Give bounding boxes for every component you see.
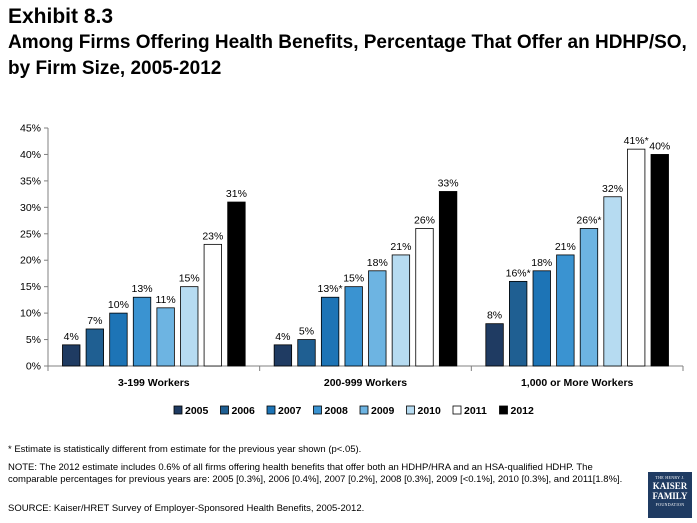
bar-chart: 0%5%10%15%20%25%30%35%40%45%4%7%10%13%11…: [20, 123, 684, 417]
bar-value-label: 11%: [156, 294, 176, 306]
asterisk-footnote: * Estimate is statistically different fr…: [8, 444, 362, 455]
bar-2005: [273, 344, 293, 367]
bar-2011: [203, 243, 222, 367]
legend-label: 2010: [418, 405, 442, 417]
bar-value-label: 7%: [87, 315, 102, 327]
bar-2008: [556, 254, 575, 367]
bar-2005: [485, 323, 504, 367]
source-footnote: SOURCE: Kaiser/HRET Survey of Employer-S…: [8, 503, 365, 514]
bar-2011: [627, 148, 646, 367]
legend-label: 2007: [278, 405, 302, 417]
kaiser-family-foundation-logo: THE HENRY J. KAISER FAMILY FOUNDATION: [648, 472, 692, 518]
bar-2009: [368, 270, 387, 367]
bar-2006: [297, 339, 316, 367]
title-block: Exhibit 8.3 Among Firms Offering Health …: [8, 4, 688, 82]
bar-2007: [532, 270, 551, 367]
bar-2007: [109, 312, 128, 367]
bar-value-label: 15%: [179, 273, 200, 285]
logo-line-1: THE HENRY J.: [655, 475, 685, 480]
bar-value-label: 5%: [299, 326, 314, 338]
y-tick-label: 15%: [20, 281, 41, 293]
logo-line-3: FAMILY: [652, 491, 688, 501]
y-tick-label: 5%: [26, 334, 41, 346]
legend-swatch-2007: [266, 405, 276, 415]
y-tick-label: 20%: [20, 255, 41, 267]
legend-label: 2008: [325, 405, 349, 417]
bar-value-label: 4%: [64, 331, 79, 343]
bar-value-label: 23%: [202, 230, 223, 242]
bar-2010: [603, 196, 622, 367]
x-category-label: 1,000 or More Workers: [521, 377, 634, 389]
bar-value-label: 33%: [438, 177, 459, 189]
bar-2009: [156, 307, 175, 367]
bar-value-label: 8%: [487, 310, 502, 322]
bar-2012: [438, 191, 458, 367]
y-tick-label: 40%: [20, 149, 41, 161]
logo-line-2: KAISER: [652, 481, 688, 491]
y-tick-label: 45%: [20, 123, 41, 135]
bar-value-label: 26%: [414, 214, 435, 226]
legend-label: 2006: [232, 405, 256, 417]
bar-2006: [85, 328, 104, 367]
y-tick-label: 0%: [26, 361, 41, 373]
legend-swatch-2008: [313, 405, 322, 415]
bar-2008: [344, 286, 363, 367]
bar-2010: [180, 286, 199, 367]
y-tick-label: 30%: [20, 202, 41, 214]
bar-2010: [391, 254, 411, 367]
bar-value-label: 40%: [649, 140, 670, 152]
legend-label: 2011: [464, 405, 487, 417]
note-footnote: NOTE: The 2012 estimate includes 0.6% of…: [8, 462, 623, 485]
legend-swatch-2006: [220, 405, 229, 415]
legend-label: 2012: [511, 405, 535, 417]
bar-2012: [227, 201, 246, 367]
x-category-label: 3-199 Workers: [118, 377, 190, 389]
legend-label: 2009: [371, 405, 395, 417]
bar-value-label: 15%: [343, 273, 364, 285]
bar-value-label: 26%*: [576, 214, 601, 226]
bar-value-label: 21%: [555, 241, 576, 253]
legend-swatch-2009: [359, 405, 369, 415]
chart-title: Among Firms Offering Health Benefits, Pe…: [8, 32, 687, 79]
logo-line-4: FOUNDATION: [655, 502, 685, 507]
legend-swatch-2005: [173, 405, 183, 415]
bar-value-label: 18%: [531, 257, 552, 269]
bar-2012: [650, 154, 669, 367]
bar-value-label: 31%: [226, 188, 247, 200]
bar-value-label: 32%: [602, 183, 623, 195]
y-tick-label: 10%: [20, 308, 41, 320]
bar-2005: [62, 344, 81, 367]
bar-2009: [579, 228, 599, 367]
bar-2006: [509, 280, 528, 367]
bar-value-label: 13%*: [318, 283, 343, 295]
bar-2011: [415, 228, 434, 367]
bar-2007: [320, 296, 340, 367]
y-tick-label: 25%: [20, 228, 41, 240]
bar-value-label: 13%: [132, 283, 153, 295]
legend-label: 2005: [185, 405, 209, 417]
x-category-label: 200-999 Workers: [324, 377, 407, 389]
exhibit-label: Exhibit 8.3: [8, 5, 114, 28]
bar-value-label: 18%: [367, 257, 388, 269]
bar-value-label: 21%: [390, 241, 411, 253]
legend-swatch-2010: [406, 405, 415, 415]
legend-swatch-2012: [499, 405, 508, 415]
y-tick-label: 35%: [20, 175, 41, 187]
bar-value-label: 10%: [108, 299, 129, 311]
legend-swatch-2011: [452, 405, 462, 415]
bar-value-label: 4%: [275, 331, 290, 343]
bar-value-label: 16%*: [506, 267, 531, 279]
bar-2008: [132, 296, 152, 367]
bar-value-label: 41%*: [624, 135, 649, 147]
